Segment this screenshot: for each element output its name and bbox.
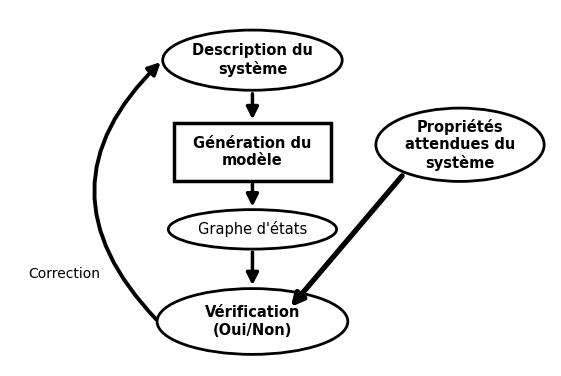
Text: Propriétés
attendues du
système: Propriétés attendues du système <box>405 119 515 171</box>
Text: Génération du
modèle: Génération du modèle <box>193 136 312 168</box>
Ellipse shape <box>168 209 337 249</box>
Ellipse shape <box>157 289 348 354</box>
Text: Graphe d'états: Graphe d'états <box>198 221 307 237</box>
Text: Description du
système: Description du système <box>192 43 313 77</box>
Text: Correction: Correction <box>29 267 100 282</box>
Text: Vérification
(Oui/Non): Vérification (Oui/Non) <box>205 305 300 338</box>
FancyBboxPatch shape <box>174 123 331 182</box>
Ellipse shape <box>376 108 544 181</box>
Ellipse shape <box>163 30 342 90</box>
